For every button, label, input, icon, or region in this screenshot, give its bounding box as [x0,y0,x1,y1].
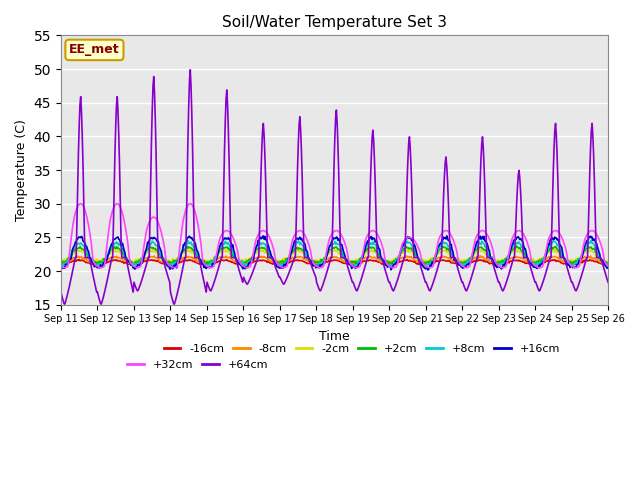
+2cm [209,259,216,264]
+64cm [61,301,68,307]
-2cm [208,257,216,263]
Line: +64cm: +64cm [61,70,608,304]
-16cm [209,260,216,266]
+32cm [604,263,612,269]
+2cm [67,253,75,259]
+16cm [179,247,186,253]
+64cm [209,282,217,288]
+8cm [418,259,426,264]
-16cm [124,261,132,267]
Line: -8cm: -8cm [61,256,608,264]
Line: -2cm: -2cm [61,250,608,263]
-16cm [419,261,426,267]
Title: Soil/Water Temperature Set 3: Soil/Water Temperature Set 3 [222,15,447,30]
-2cm [402,248,410,253]
Line: +2cm: +2cm [61,246,608,264]
Line: +16cm: +16cm [61,236,608,270]
+16cm [208,264,216,270]
Legend: +32cm, +64cm: +32cm, +64cm [123,356,273,374]
+16cm [67,256,75,262]
+64cm [186,67,194,72]
Line: -16cm: -16cm [61,260,608,265]
-16cm [403,257,410,263]
-2cm [57,258,65,264]
+32cm [61,265,68,271]
+32cm [209,264,217,270]
-8cm [179,254,186,260]
+8cm [57,263,65,268]
-16cm [180,257,188,263]
+32cm [419,259,426,265]
-16cm [604,262,612,267]
+8cm [124,259,132,264]
+2cm [604,260,612,265]
-16cm [76,257,83,263]
+2cm [124,256,131,262]
+8cm [588,237,595,243]
+8cm [58,264,65,270]
-8cm [604,259,612,265]
+2cm [57,260,65,266]
+2cm [513,243,520,249]
+32cm [180,213,188,219]
+64cm [68,273,76,279]
+16cm [417,260,425,265]
Y-axis label: Temperature (C): Temperature (C) [15,119,28,221]
-8cm [124,259,131,265]
-8cm [57,260,65,266]
-8cm [208,259,216,265]
+32cm [57,263,65,269]
+8cm [402,240,410,246]
+16cm [401,238,409,244]
-2cm [259,247,266,252]
+32cm [68,232,76,238]
+64cm [604,279,612,285]
Line: +8cm: +8cm [61,240,608,267]
-16cm [57,261,65,266]
+32cm [403,236,410,241]
Text: EE_met: EE_met [69,43,120,57]
+16cm [424,267,431,273]
-2cm [604,259,612,265]
+8cm [180,243,188,249]
+2cm [418,258,426,264]
-2cm [497,260,504,265]
Line: +32cm: +32cm [61,204,608,268]
-8cm [421,261,429,267]
+2cm [180,248,188,253]
+32cm [125,248,132,254]
+8cm [604,261,612,266]
+64cm [124,264,132,270]
-16cm [311,262,319,268]
+16cm [57,264,65,270]
+64cm [180,262,188,267]
-8cm [417,260,425,265]
+8cm [209,260,216,266]
+16cm [124,257,131,263]
-16cm [67,259,75,265]
+16cm [443,233,451,239]
-2cm [418,256,426,262]
+32cm [77,201,84,206]
-8cm [67,257,75,263]
-2cm [179,250,186,256]
-2cm [67,252,75,258]
-8cm [475,253,483,259]
+64cm [403,202,410,207]
-8cm [401,254,409,260]
+2cm [402,244,410,250]
+16cm [604,264,612,270]
-2cm [124,255,131,261]
+64cm [57,289,65,295]
+64cm [419,269,426,275]
+8cm [68,250,76,256]
X-axis label: Time: Time [319,330,350,343]
+2cm [129,261,136,267]
